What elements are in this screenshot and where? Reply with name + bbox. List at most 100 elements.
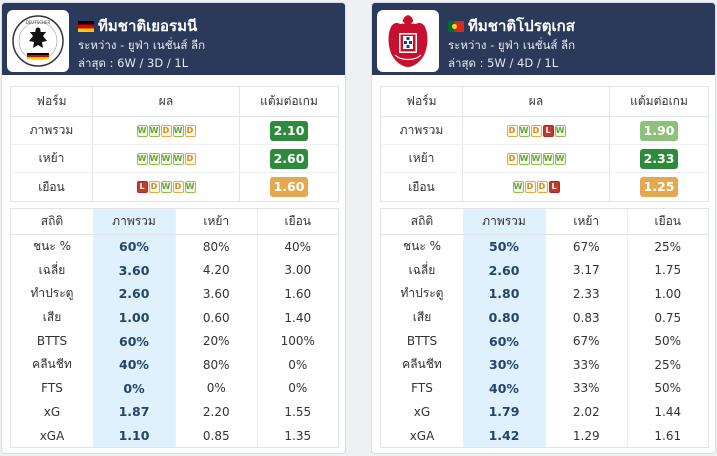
result-pill: L — [136, 181, 148, 193]
stat-home: 67% — [545, 235, 627, 259]
form-row-label: เยือน — [381, 173, 463, 201]
stat-label: เฉลี่ย — [38, 262, 66, 277]
stat-home: 33% — [545, 352, 627, 377]
stat-home: 0.83 — [545, 305, 627, 330]
team-name-text[interactable]: ทีมชาติโปรตุเกส — [468, 17, 575, 35]
stats-body: ชนะ % 50% 67% 25% เฉลี่ย 2.60 3.17 1.75 ทำประตู 1… — [381, 235, 709, 448]
stat-overall: 60% — [93, 235, 175, 259]
result-pill: D — [172, 181, 184, 193]
stats-row: ชนะ % 60% 80% 40% — [11, 235, 338, 259]
stats-body: ชนะ % 60% 80% 40% เฉลี่ย 3.60 4.20 3.00 ทำประตู 2… — [11, 235, 339, 448]
team-header: ทีมชาติโปรตุเกส ระหว่าง - ยูฟ่า เนชั่นส์… — [372, 3, 715, 75]
team-name[interactable]: ทีมชาติเยอรมนี — [78, 14, 197, 38]
stat-away: 25% — [626, 352, 709, 377]
stat-overall: 1.87 — [93, 400, 175, 424]
stat-label: xG — [43, 404, 61, 419]
ppg-badge: 1.90 — [639, 120, 679, 141]
form-header-ppg: แต้มต่อเกม — [260, 94, 318, 108]
form-row-label: เหย้า — [381, 145, 463, 172]
stats-row: เฉลี่ย 3.60 4.20 3.00 — [11, 258, 338, 283]
stat-home: 0.85 — [175, 423, 257, 448]
stats-table: สถิติ ภาพรวม เหย้า เยือน ชนะ % 50% 67% 25% เ… — [380, 208, 709, 449]
stats-header-stat: สถิติ — [410, 214, 434, 228]
form-table-header: ฟอร์ม ผล แต้มต่อเกม — [381, 87, 708, 117]
stat-away: 1.60 — [256, 282, 339, 306]
result-pill: D — [184, 124, 196, 137]
stat-overall: 1.79 — [463, 400, 545, 424]
stat-overall: 40% — [93, 352, 175, 377]
form-row-label: ภาพรวม — [11, 117, 93, 144]
form-row-label: เยือน — [11, 173, 93, 201]
result-pill: W — [172, 124, 184, 137]
recent-record-line: ล่าสุด : 5W / 4D / 1L — [448, 56, 559, 70]
stat-overall: 2.60 — [93, 282, 175, 306]
stat-label: FTS — [411, 381, 433, 396]
stat-overall: 2.60 — [463, 258, 545, 283]
team-name[interactable]: ทีมชาติโปรตุเกส — [448, 14, 575, 38]
team-name-text[interactable]: ทีมชาติเยอรมนี — [98, 17, 198, 35]
stats-row: ชนะ % 50% 67% 25% — [381, 235, 708, 259]
stats-row: xG 1.87 2.20 1.55 — [11, 400, 338, 424]
result-pill: D — [506, 152, 518, 165]
stats-header-away: เยือน — [256, 209, 339, 234]
portugal-crest-icon — [388, 15, 428, 67]
stat-home: 2.20 — [175, 400, 257, 424]
stat-home: 0.60 — [175, 305, 257, 330]
stat-label: ทำประตู — [400, 286, 444, 301]
stats-table: สถิติ ภาพรวม เหย้า เยือน ชนะ % 60% 80% 40% เ… — [10, 208, 339, 449]
stat-away: 1.61 — [626, 423, 709, 448]
result-pill: W — [136, 124, 148, 137]
stats-row: เสีย 0.80 0.83 0.75 — [381, 305, 708, 330]
stat-label: เสีย — [412, 310, 432, 325]
stat-home: 3.17 — [545, 258, 627, 283]
stat-label: เฉลี่ย — [408, 262, 436, 277]
stats-row: FTS 0% 0% 0% — [11, 376, 339, 401]
stats-row: เฉลี่ย 2.60 3.17 1.75 — [381, 258, 708, 283]
ppg-badge: 1.25 — [639, 177, 679, 197]
stat-away: 1.55 — [256, 400, 339, 424]
stat-label: เสีย — [42, 310, 62, 325]
result-pill: W — [160, 152, 172, 165]
result-pill: D — [184, 152, 196, 165]
stat-away: 0% — [256, 352, 339, 377]
stat-away: 100% — [256, 329, 339, 353]
stats-table-header: สถิติ ภาพรวม เหย้า เยือน — [11, 209, 338, 235]
stat-away: 1.44 — [626, 400, 709, 424]
stats-header-away: เยือน — [626, 209, 709, 234]
stats-row: เสีย 1.00 0.60 1.40 — [11, 305, 339, 330]
stat-overall: 3.60 — [93, 258, 175, 283]
result-pill: W — [172, 152, 184, 165]
stat-away: 0% — [256, 376, 339, 401]
stat-home: 0% — [175, 376, 257, 401]
stat-away: 1.40 — [256, 305, 339, 330]
competition-line: ระหว่าง - ยูฟ่า เนชั่นส์ ลีก — [448, 38, 576, 52]
team-logo[interactable]: DEUTSCHER — [7, 10, 69, 72]
result-pill: D — [530, 124, 542, 137]
stat-label: ชนะ % — [402, 239, 441, 254]
stat-label: ชนะ % — [32, 239, 71, 254]
result-pill: D — [536, 181, 548, 193]
stat-home: 20% — [175, 329, 257, 353]
team-logo[interactable] — [377, 10, 439, 72]
stat-overall: 50% — [463, 235, 545, 259]
stats-row: FTS 40% 33% 50% — [381, 376, 708, 401]
stat-label: คลีนชีท — [402, 357, 442, 372]
result-pill: W — [518, 152, 530, 165]
stat-home: 3.60 — [175, 282, 257, 306]
stats-row: xGA 1.42 1.29 1.61 — [381, 423, 709, 448]
team-header: DEUTSCHER ทีมชาติเยอรมนี ระหว่าง - ยูฟ่า… — [2, 3, 345, 75]
stat-label: FTS — [41, 381, 63, 396]
stat-overall: 60% — [93, 329, 175, 353]
form-header-ppg: แต้มต่อเกม — [630, 94, 688, 108]
stats-header-home: เหย้า — [175, 209, 257, 234]
stat-overall: 0.80 — [463, 305, 545, 330]
stat-home: 67% — [545, 329, 627, 353]
